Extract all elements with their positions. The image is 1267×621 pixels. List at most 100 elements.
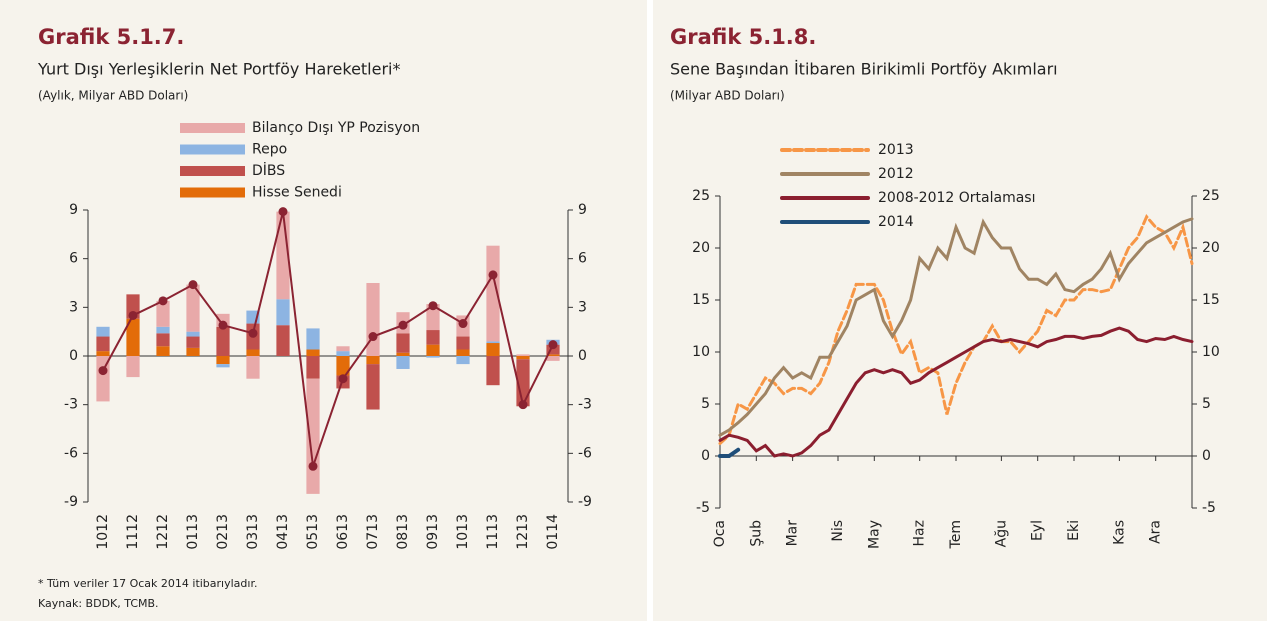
x-tick-label: 0813	[395, 514, 411, 550]
x-tick-label: 0713	[365, 514, 381, 550]
series-line	[718, 447, 741, 458]
bar-segment	[336, 356, 350, 376]
bar-segment	[156, 333, 170, 347]
y2-tick-label: 3	[578, 299, 587, 315]
x-tick-label: 1113	[485, 514, 501, 550]
bar-segment	[486, 245, 500, 342]
unit-note: (Aylık, Milyar ABD Doları)	[38, 89, 188, 103]
bar-segment	[516, 356, 530, 360]
bar-segment	[156, 346, 170, 356]
bar-segment	[96, 326, 110, 337]
y2-tick-label: 10	[1202, 344, 1220, 360]
bar-segment	[396, 333, 410, 353]
y2-tick-label: -9	[578, 494, 592, 510]
y2-tick-label: -5	[1202, 500, 1216, 516]
bar-segment	[396, 352, 410, 356]
bar-segment	[126, 356, 140, 378]
bar-segment	[306, 378, 320, 494]
total-point	[518, 400, 528, 410]
chart-subtitle: Yurt Dışı Yerleşiklerin Net Portföy Hare…	[37, 60, 401, 79]
x-tick-label: Haz	[912, 520, 928, 546]
legend-label: Repo	[252, 142, 287, 158]
x-tick-label: Eyl	[1030, 520, 1046, 541]
total-point	[218, 320, 228, 330]
x-tick-label: 0613	[335, 514, 351, 550]
bar-segment	[276, 299, 290, 326]
bar-segment	[366, 283, 380, 356]
separator	[647, 0, 653, 621]
total-point	[398, 320, 408, 330]
y2-tick-label: -6	[578, 445, 592, 461]
x-tick-label: 1012	[95, 514, 111, 550]
x-tick-label: 0114	[545, 514, 561, 550]
source: Kaynak: BDDK, TCMB.	[38, 597, 159, 610]
legend-swatch	[180, 166, 245, 176]
total-point	[128, 310, 138, 320]
bar-segment	[186, 284, 200, 332]
x-tick-label: Şub	[748, 520, 764, 547]
legend-swatch	[180, 144, 245, 155]
total-point	[308, 461, 318, 471]
x-tick-label: 0413	[275, 514, 291, 550]
total-point	[548, 340, 558, 350]
x-tick-label: 0313	[245, 514, 261, 550]
footnote: * Tüm veriler 17 Ocak 2014 itibarıyladır…	[38, 577, 257, 590]
series-line	[718, 214, 1194, 446]
x-tick-label: Oca	[712, 520, 728, 547]
bar-segment	[186, 331, 200, 337]
x-tick-label: 0213	[215, 514, 231, 550]
bar-segment	[306, 328, 320, 350]
bar-segment	[456, 349, 470, 356]
x-tick-label: Ara	[1148, 520, 1164, 544]
legend-label: 2012	[878, 166, 914, 182]
y-tick-label: 15	[692, 292, 710, 308]
unit-note: (Milyar ABD Doları)	[670, 89, 785, 103]
y-tick-label: 25	[692, 188, 710, 204]
y-tick-label: 20	[692, 240, 710, 256]
bar-segment	[336, 346, 350, 352]
x-tick-label: 0913	[425, 514, 441, 550]
y2-tick-label: -3	[578, 397, 592, 413]
total-point	[458, 319, 468, 329]
bar-segment	[426, 344, 440, 356]
y-tick-label: -3	[64, 397, 78, 413]
bar-segment	[546, 354, 560, 356]
bar-segment	[306, 356, 320, 379]
legend-swatch	[180, 187, 245, 198]
chart-title: Grafik 5.1.8.	[670, 25, 816, 49]
y-tick-label: -5	[696, 500, 710, 516]
total-point	[188, 280, 198, 290]
chart-subtitle: Sene Başından İtibaren Birikimli Portföy…	[670, 60, 1058, 79]
bar-segment	[246, 349, 260, 356]
y2-tick-label: 25	[1202, 188, 1220, 204]
x-tick-label: Ağu	[993, 520, 1009, 547]
bar-segment	[486, 343, 500, 356]
total-point	[158, 296, 168, 306]
bar-segment	[546, 356, 560, 361]
bar-segment	[216, 326, 230, 356]
bar-segment	[396, 356, 410, 369]
total-point	[488, 270, 498, 280]
bar-segment	[216, 364, 230, 368]
bar-segment	[546, 344, 560, 355]
bar-segment	[456, 336, 470, 350]
bar-segment	[306, 349, 320, 356]
y2-tick-label: 9	[578, 202, 587, 218]
x-tick-label: Tem	[948, 520, 964, 549]
total-point	[278, 207, 288, 217]
y2-tick-label: 0	[1202, 448, 1211, 464]
x-tick-label: 1212	[155, 514, 171, 550]
y2-tick-label: 15	[1202, 292, 1220, 308]
bar-segment	[246, 356, 260, 379]
y-tick-label: -9	[64, 494, 78, 510]
x-tick-label: May	[866, 520, 882, 549]
y-tick-label: 10	[692, 344, 710, 360]
x-tick-label: 1013	[455, 514, 471, 550]
bar-segment	[366, 364, 380, 410]
bar-segment	[486, 341, 500, 344]
x-tick-label: Kas	[1111, 520, 1127, 545]
bar-segment	[276, 325, 290, 356]
y2-tick-label: 20	[1202, 240, 1220, 256]
bar-segment	[96, 356, 110, 402]
